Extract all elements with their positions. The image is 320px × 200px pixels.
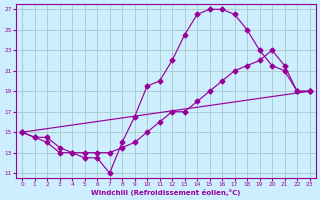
X-axis label: Windchill (Refroidissement éolien,°C): Windchill (Refroidissement éolien,°C)	[91, 189, 241, 196]
